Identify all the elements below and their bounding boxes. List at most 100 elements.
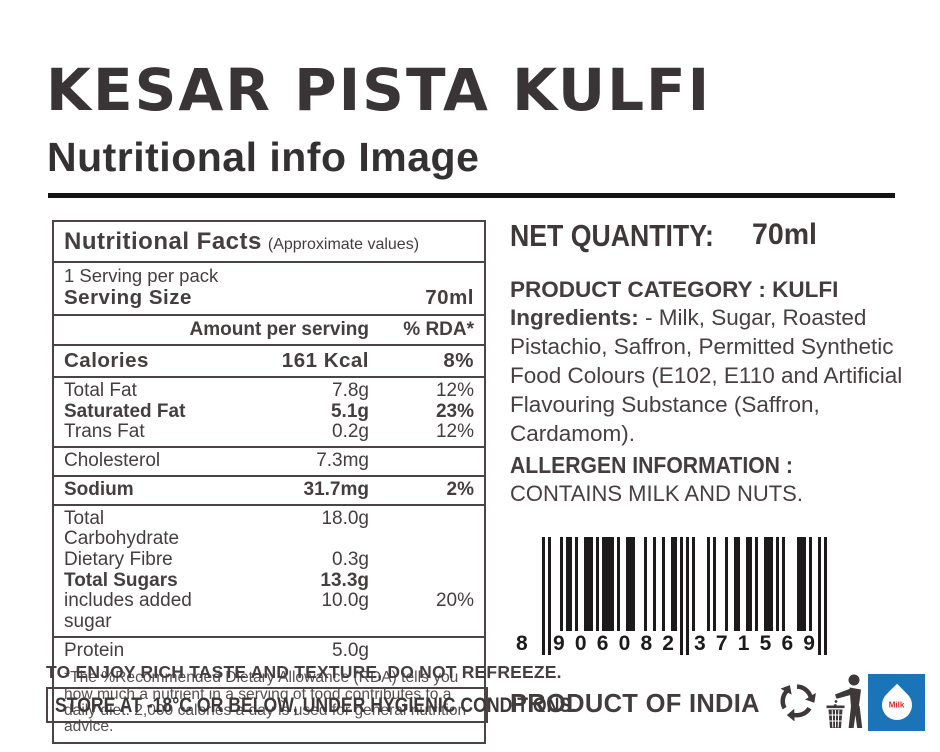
amount-cell: 31.7mg <box>303 478 369 500</box>
rda-cell: 8% <box>443 349 474 372</box>
rda-cell <box>369 641 474 662</box>
rda-cell: 20% <box>435 590 474 612</box>
barcode-digit: 6 <box>596 632 609 655</box>
amount-cell: 161 Kcal <box>281 349 369 372</box>
do-not-refreeze-notice: TO ENJOY RICH TASTE AND TEXTURE, DO NOT … <box>46 662 562 682</box>
barcode-digit: 6 <box>781 632 794 655</box>
table-row: Trans Fat 0.2g 12% <box>64 422 474 443</box>
rda-column-header: % RDA* <box>403 319 474 340</box>
servings-per-pack: 1 Serving per pack <box>64 265 219 286</box>
nutrition-facts-header: Nutritional Facts (Approximate values) <box>54 222 484 263</box>
rda-cell <box>369 451 474 472</box>
net-quantity-label: NET QUANTITY: <box>510 218 714 253</box>
table-row: Sodium 31.7mg 2% <box>64 478 474 501</box>
column-headers: Amount per serving % RDA* <box>54 316 484 346</box>
table-row: Saturated Fat 5.1g 23% <box>64 400 474 423</box>
nutrient-group: Calories 161 Kcal 8% <box>54 346 484 378</box>
label-cell: Trans Fat <box>64 421 145 443</box>
ingredients-list: - Milk, Sugar, Roasted Pistachio, Saffro… <box>510 305 903 446</box>
barcode-digit: 9 <box>553 632 565 655</box>
rda-footnote: *The %Recommended Dietary Allowance (RDA… <box>64 669 467 736</box>
milk-drop-logo: Milk <box>868 674 925 731</box>
table-row: includes added sugar 10.0g 20% <box>64 590 474 633</box>
amount-cell: 0.2g <box>332 421 369 443</box>
label-cell: Cholesterol <box>64 450 161 472</box>
recycle-icon <box>780 684 816 722</box>
amount-column-header: Amount per serving <box>189 319 369 340</box>
tidyman-icon <box>826 674 863 728</box>
barcode-first-digit: 8 <box>516 632 528 655</box>
label-cell: Calories <box>64 349 149 372</box>
column-spacer <box>64 319 190 340</box>
page-subtitle: Nutritional info Image <box>47 134 480 180</box>
barcode-digit: 1 <box>737 632 750 655</box>
amount-cell: 10.0g <box>321 590 369 612</box>
barcode-digit: 2 <box>662 632 674 655</box>
table-row: Total Sugars 13.3g <box>64 569 474 592</box>
allergen-heading: ALLERGEN INFORMATION : <box>510 452 793 478</box>
rda-cell: 12% <box>435 380 474 401</box>
net-quantity-value: 70ml <box>752 218 817 251</box>
ingredients-label: Ingredients: <box>510 305 639 330</box>
milk-drop-shape: Milk <box>875 683 918 726</box>
rda-cell <box>369 509 474 550</box>
amount-cell: 7.3mg <box>316 450 369 472</box>
barcode-digit: 5 <box>759 632 772 655</box>
nutrient-group: Total Carbohydrate 18.0g Dietary Fibre 0.3g… <box>54 506 484 638</box>
serving-size-label: Serving Size <box>64 286 192 309</box>
storage-instruction-text: STORE AT -18°C OR BELOW, UNDER HYGIENIC … <box>55 692 576 717</box>
amount-cell: 13.3g <box>320 569 369 591</box>
amount-cell: 5.0g <box>332 639 369 661</box>
barcode-digit: 0 <box>574 632 587 655</box>
nutrient-group: Cholesterol 7.3mg <box>54 448 484 477</box>
table-row: Cholesterol 7.3mg <box>64 450 474 472</box>
serving-size-value: 70ml <box>425 286 474 309</box>
rda-cell: 2% <box>446 478 474 500</box>
label-cell: Sodium <box>64 478 134 500</box>
label-cell: Total Fat <box>64 380 137 401</box>
rda-cell <box>369 571 474 592</box>
nutrient-group: Total Fat 7.8g 12% Saturated Fat 5.1g 23% Tran… <box>54 378 484 449</box>
barcode-digit: 0 <box>618 632 631 655</box>
rda-cell: 23% <box>435 400 474 422</box>
allergen-body: CONTAINS MILK AND NUTS. <box>510 481 803 506</box>
milk-drop-text: Milk <box>888 700 905 709</box>
amount-cell: 5.1g <box>330 400 369 422</box>
nutrition-facts-panel: Nutritional Facts (Approximate values) 1 … <box>52 220 486 745</box>
label-cell: includes added sugar <box>64 590 192 633</box>
table-row: Dietary Fibre 0.3g <box>64 548 474 571</box>
rda-cell: 12% <box>435 421 474 443</box>
table-row: Calories 161 Kcal 8% <box>64 349 474 373</box>
amount-cell: 0.3g <box>332 548 369 570</box>
table-row: Total Fat 7.8g 12% <box>64 380 474 402</box>
table-row: Protein 5.0g <box>64 639 474 662</box>
barcode-digit: 3 <box>694 632 706 655</box>
label-cell: Dietary Fibre <box>64 548 173 570</box>
product-title: KESAR PISTA KULFI <box>46 56 712 124</box>
nutrition-facts-title: Nutritional Facts <box>64 228 262 255</box>
country-of-origin: PRODUCT OF INDIA <box>510 690 760 718</box>
barcode-bars <box>542 537 827 655</box>
table-row: Total Carbohydrate 18.0g <box>64 507 474 550</box>
label-cell: Protein <box>64 639 125 661</box>
barcode-digit: 7 <box>715 632 728 655</box>
barcode-digit: 8 <box>640 632 653 655</box>
amount-cell: 7.8g <box>332 380 369 401</box>
rda-cell <box>369 550 474 571</box>
nutrient-group: Protein 5.0g <box>54 638 484 665</box>
nutrient-rows: Calories 161 Kcal 8% Total Fat 7.8g 12% Satura… <box>54 346 484 664</box>
nutrient-group: Sodium 31.7mg 2% <box>54 477 484 506</box>
product-category: PRODUCT CATEGORY : KULFI <box>510 277 839 302</box>
label-cell: Total Carbohydrate <box>64 507 180 550</box>
label-cell: Total Sugars <box>64 569 178 591</box>
approximate-values-note: (Approximate values) <box>267 236 420 253</box>
amount-cell: 18.0g <box>321 507 369 529</box>
ingredients-paragraph: Ingredients: - Milk, Sugar, Roasted Pist… <box>510 303 914 448</box>
serving-info: 1 Serving per pack Serving Size 70ml <box>54 263 484 316</box>
label-cell: Saturated Fat <box>64 400 186 422</box>
storage-instruction-box: STORE AT -18°C OR BELOW, UNDER HYGIENIC … <box>46 687 576 723</box>
